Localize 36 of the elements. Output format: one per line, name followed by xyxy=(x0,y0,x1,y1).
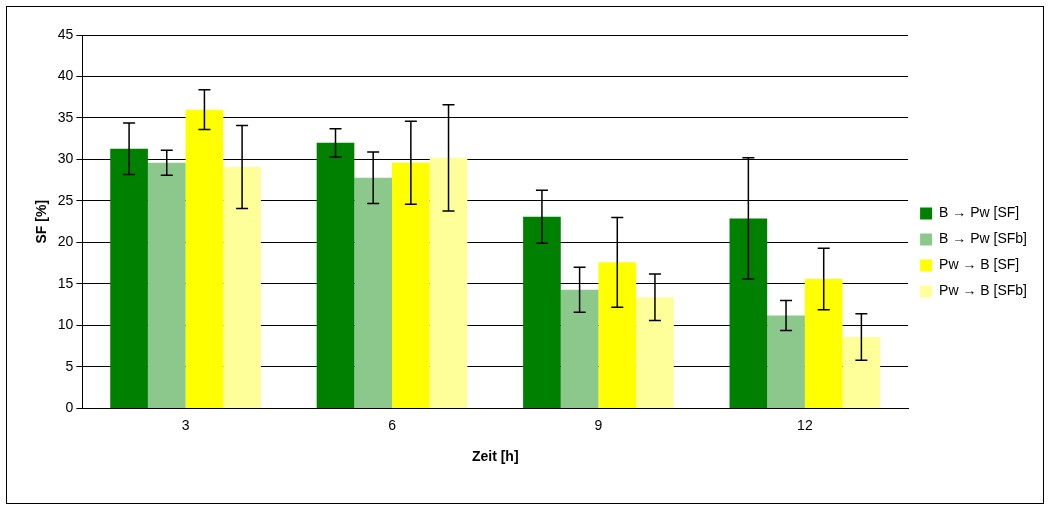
y-tick-label: 25 xyxy=(57,191,74,208)
bar xyxy=(842,337,881,408)
bar xyxy=(636,297,674,408)
legend-label: Pw → B [SFb] xyxy=(939,282,1028,299)
bar xyxy=(560,289,599,408)
y-tick-label: 10 xyxy=(57,316,74,333)
bar xyxy=(392,162,430,408)
x-tick-label: 12 xyxy=(797,416,813,433)
legend-label: B → Pw [SF] xyxy=(939,204,1020,221)
y-tick-label: 35 xyxy=(57,108,74,125)
bar xyxy=(185,109,224,408)
bar xyxy=(354,177,393,408)
y-axis-title: SF [%] xyxy=(33,199,50,244)
bar xyxy=(316,142,355,408)
x-tick-label: 3 xyxy=(181,416,190,433)
bar xyxy=(147,162,186,408)
y-tick-label: 20 xyxy=(57,233,74,250)
legend-label: Pw → B [SF] xyxy=(939,256,1020,273)
bar xyxy=(767,315,805,408)
y-tick-label: 30 xyxy=(57,150,74,167)
bar xyxy=(110,148,148,408)
x-tick-label: 6 xyxy=(388,416,397,433)
x-tick-label: 9 xyxy=(594,416,603,433)
bar xyxy=(223,166,261,408)
y-tick-label: 40 xyxy=(57,67,74,84)
bar xyxy=(729,218,768,408)
bar xyxy=(523,216,561,408)
legend-label: B → Pw [SFb] xyxy=(939,230,1028,247)
bar xyxy=(804,278,843,408)
bar xyxy=(429,157,468,408)
x-axis-title: Zeit [h] xyxy=(471,448,519,465)
y-tick-label: 45 xyxy=(57,25,74,42)
y-tick-label: 0 xyxy=(65,399,74,416)
y-tick-label: 5 xyxy=(65,357,74,374)
y-tick-label: 15 xyxy=(57,274,74,291)
bar xyxy=(598,262,637,408)
